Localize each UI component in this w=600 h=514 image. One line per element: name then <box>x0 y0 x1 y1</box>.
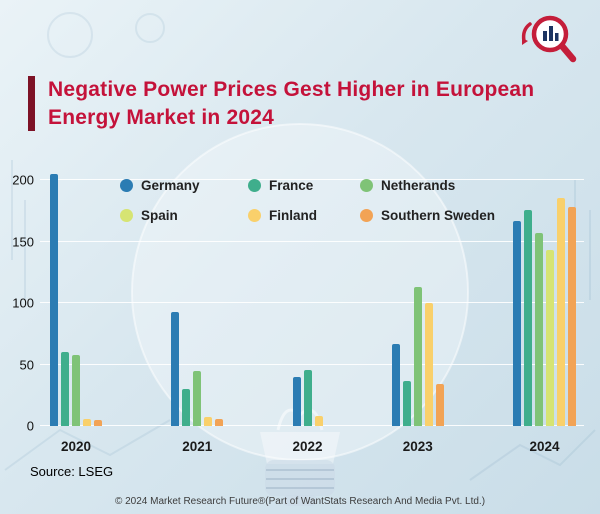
legend-item-netherands: Netherands <box>360 178 495 193</box>
bar-netherands-2021 <box>193 370 202 426</box>
y-axis-label: 50 <box>19 357 34 373</box>
title-line-2: Energy Market in 2024 <box>48 105 274 129</box>
legend-item-southern-sweden: Southern Sweden <box>360 208 495 223</box>
x-axis-label: 2021 <box>182 439 213 454</box>
magnifier-handle <box>558 42 577 63</box>
legend-swatch <box>248 179 261 192</box>
bar-southern-sweden-2024 <box>568 207 576 426</box>
title-line-1: Negative Power Prices Gest Higher in Eur… <box>48 78 535 101</box>
legend-item-france: France <box>248 178 360 193</box>
bar-finland-2021 <box>204 417 213 426</box>
bar-france-2020 <box>61 352 69 426</box>
bar-southern-sweden-2021 <box>215 418 224 426</box>
bar-southern-sweden-2023 <box>435 384 444 426</box>
bar-germany-2022 <box>292 376 301 426</box>
legend-label: Finland <box>269 208 317 223</box>
legend-swatch <box>248 209 261 222</box>
bar-germany-2021 <box>171 311 180 426</box>
y-axis-label: 0 <box>26 418 34 434</box>
x-axis-label: 2023 <box>402 439 433 454</box>
y-axis-labels: 0 50 100 150 200 <box>6 168 34 434</box>
bar-group-2020: 2020 <box>50 168 102 454</box>
x-axis-label: 2024 <box>529 439 560 454</box>
x-axis-label: 2022 <box>292 439 323 454</box>
title-accent-bar <box>28 76 35 132</box>
bar-group-2024: 2024 <box>513 168 576 454</box>
y-axis-label: 100 <box>12 295 34 311</box>
x-axis-label: 2020 <box>60 439 92 454</box>
market-research-future-logo <box>521 15 577 63</box>
bar-finland-2023 <box>424 303 433 426</box>
legend-label: Southern Sweden <box>381 208 496 223</box>
bar-france-2021 <box>182 389 191 426</box>
legend-label: France <box>269 178 314 193</box>
bar-netherands-2020 <box>72 354 80 426</box>
copyright-note: © 2024 Market Research Future®(Part of W… <box>114 496 486 507</box>
legend-swatch <box>120 179 133 192</box>
bar-finland-2022 <box>314 416 323 426</box>
legend-label: Spain <box>141 208 178 223</box>
bar-chart: 0 50 100 150 200 2020 2021 2022 2023 2024 German… <box>12 168 584 454</box>
bar-germany-2020 <box>50 174 58 426</box>
legend-swatch <box>360 209 373 222</box>
logo-bar-chart <box>543 26 559 41</box>
legend-label: Netherands <box>381 178 456 193</box>
page-title: Negative Power Prices Gest Higher in Eur… <box>48 76 534 131</box>
source-note: Source: LSEG <box>30 464 114 479</box>
legend-item-germany: Germany <box>120 178 248 193</box>
legend-item-finland: Finland <box>248 208 360 223</box>
y-axis-label: 200 <box>12 172 34 188</box>
legend-swatch <box>120 209 133 222</box>
bar-france-2023 <box>402 380 411 426</box>
bar-finland-2024 <box>557 197 565 426</box>
bar-netherands-2023 <box>413 287 422 426</box>
bar-netherands-2024 <box>535 233 543 426</box>
y-axis-label: 150 <box>12 234 34 250</box>
legend-item-spain: Spain <box>120 208 248 223</box>
legend-swatch <box>360 179 373 192</box>
legend-label: Germany <box>141 178 200 193</box>
bar-finland-2020 <box>83 418 91 426</box>
title-block: Negative Power Prices Gest Higher in Eur… <box>28 76 534 132</box>
bar-france-2022 <box>303 369 312 426</box>
bar-southern-sweden-2020 <box>94 419 102 426</box>
bar-germany-2023 <box>391 343 400 426</box>
bar-spain-2024 <box>546 250 554 426</box>
bar-france-2024 <box>524 209 532 426</box>
legend: Germany France Netherands Spain Finland South… <box>120 178 495 223</box>
bar-germany-2024 <box>513 220 521 426</box>
logo-swoosh <box>521 22 532 43</box>
